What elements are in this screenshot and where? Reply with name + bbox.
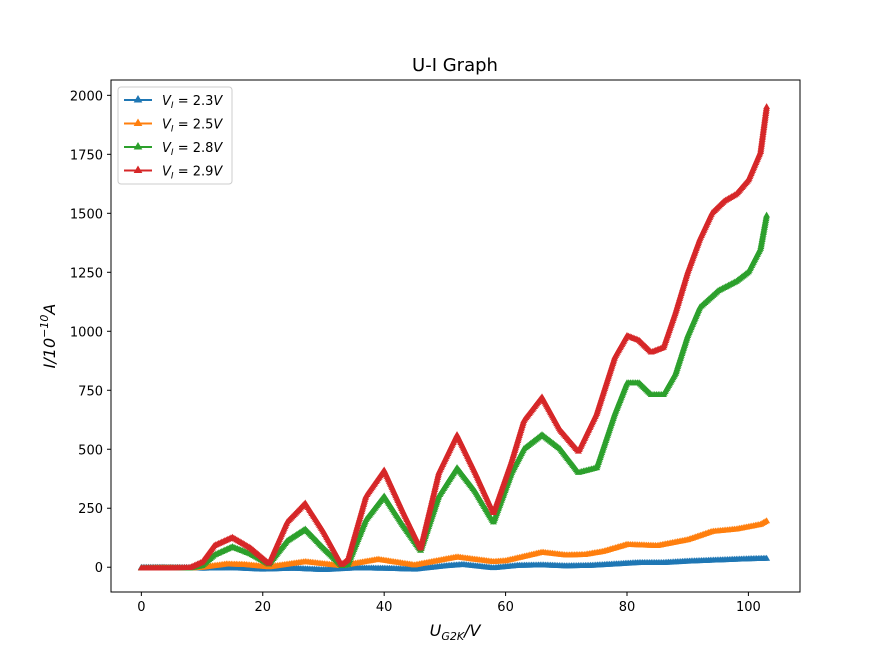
legend-item: VI = 2.8V (124, 141, 223, 158)
x-axis-label: UG2K/V (430, 621, 482, 643)
legend-box (117, 86, 233, 185)
series-layer (137, 103, 771, 573)
x-axis-ticks: 0 20 40 60 80 100 (137, 592, 761, 615)
legend-marker (133, 142, 143, 150)
x-tick-label: 80 (619, 600, 636, 615)
y-tick-label: 1000 (70, 325, 103, 340)
legend-items: VI = 2.3V VI = 2.5V VI = 2.8V VI = 2.9V (124, 94, 223, 182)
legend-item: VI = 2.5V (124, 118, 223, 135)
y-axis-label: I/10−10A (38, 304, 59, 369)
legend-label: VI = 2.5V (162, 118, 223, 135)
y-tick-label: 1500 (70, 207, 103, 222)
y-axis-ticks: 0 250 500 750 1000 1250 1500 1750 2000 (70, 89, 111, 576)
legend-item: VI = 2.9V (124, 165, 223, 182)
y-tick-label: 1250 (70, 266, 103, 281)
legend-item: VI = 2.3V (124, 94, 223, 111)
y-tick-label: 0 (95, 561, 103, 576)
plot-area: 0 20 40 60 80 100 0 250 500 750 1000 1250 1500 1750 2… (70, 79, 801, 615)
legend: VI = 2.3V VI = 2.5V VI = 2.8V VI = 2.9V (117, 86, 233, 185)
y-tick-label: 250 (78, 502, 103, 517)
y-tick-label: 2000 (70, 89, 103, 104)
chart-title: U-I Graph (412, 55, 498, 76)
data-point-marker (763, 517, 771, 524)
x-tick-label: 60 (497, 600, 514, 615)
axes-frame (110, 79, 801, 593)
legend-label: VI = 2.3V (162, 94, 223, 111)
series-line (141, 215, 768, 570)
data-point-marker (763, 554, 771, 561)
data-point-marker (763, 103, 771, 110)
legend-marker (133, 165, 143, 173)
legend-marker (133, 118, 143, 126)
legend-label: VI = 2.8V (162, 141, 223, 158)
legend-label: VI = 2.9V (162, 165, 223, 182)
y-tick-label: 1750 (70, 148, 103, 163)
data-point-marker (763, 211, 771, 218)
legend-marker (133, 95, 143, 103)
x-tick-label: 20 (254, 600, 271, 615)
series-2 (137, 517, 771, 571)
x-tick-label: 100 (736, 600, 761, 615)
x-tick-label: 0 (137, 600, 145, 615)
x-tick-label: 40 (376, 600, 393, 615)
series-4 (137, 103, 771, 571)
series-line (141, 106, 768, 570)
series-3 (137, 211, 771, 571)
y-tick-label: 500 (78, 443, 103, 458)
y-tick-label: 750 (78, 384, 103, 399)
